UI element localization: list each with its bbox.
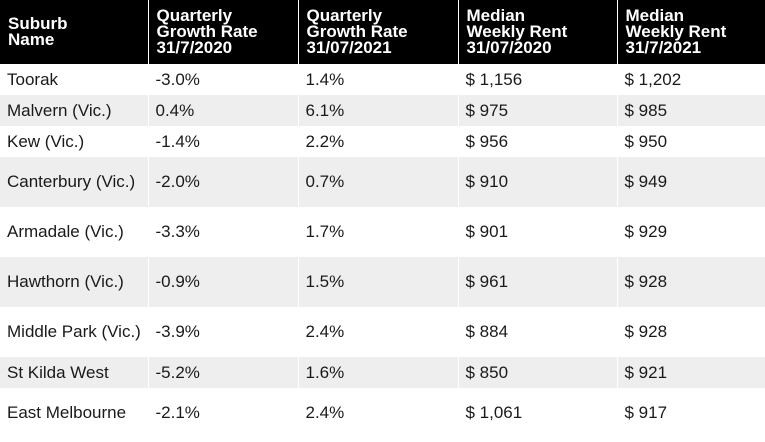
rent-2020-cell: $ 884: [457, 307, 617, 357]
growth-2021-cell: 1.4%: [297, 64, 458, 95]
growth-2020-cell: -3.0%: [147, 64, 298, 95]
table-row: Kew (Vic.) -1.4% 2.2% $ 956 $ 950: [0, 126, 765, 157]
table-row: Toorak -3.0% 1.4% $ 1,156 $ 1,202: [0, 64, 765, 95]
rent-2020-cell: $ 961: [457, 257, 617, 307]
suburb-name-cell: Armadale (Vic.): [7, 222, 124, 241]
table-body: Toorak -3.0% 1.4% $ 1,156 $ 1,202 Malver…: [0, 64, 765, 438]
rent-2020-cell: $ 1,156: [457, 64, 617, 95]
suburb-name-cell: East Melbourne: [7, 403, 127, 422]
growth-2020-cell: -1.4%: [147, 126, 298, 157]
rent-2021-cell: $ 985: [616, 95, 765, 126]
growth-2020-cell: -2.1%: [147, 388, 298, 438]
rent-2021-cell: $ 917: [616, 388, 765, 438]
growth-2021-cell: 2.4%: [297, 388, 458, 438]
growth-2020-cell: 0.4%: [147, 95, 298, 126]
table-row: East Melbourne -2.1% 2.4% $ 1,061 $ 917: [0, 388, 765, 438]
rent-2021-cell: $ 949: [616, 157, 765, 207]
suburb-name-cell: Kew (Vic.): [7, 131, 85, 151]
rent-2021-cell: $ 950: [616, 126, 765, 157]
growth-2021-cell: 2.2%: [297, 126, 458, 157]
rent-2020-cell: $ 901: [457, 207, 617, 257]
growth-2021-cell: 6.1%: [297, 95, 458, 126]
rent-2020-cell: $ 975: [457, 95, 617, 126]
growth-2020-cell: -2.0%: [147, 157, 298, 207]
rent-2021-cell: $ 928: [616, 307, 765, 357]
growth-2021-cell: 1.7%: [297, 207, 458, 257]
header-growth-2020: Quarterly Growth Rate 31/7/2020: [147, 0, 298, 64]
suburb-name-cell: St Kilda West: [7, 362, 109, 382]
rent-2020-cell: $ 1,061: [457, 388, 617, 438]
rent-2020-cell: $ 850: [457, 357, 617, 388]
suburb-name-cell: Malvern (Vic.): [7, 100, 112, 120]
table-row: Middle Park (Vic.) -3.9% 2.4% $ 884 $ 92…: [0, 307, 765, 357]
suburb-name-cell: Middle Park (Vic.): [7, 322, 141, 341]
growth-2020-cell: -3.3%: [147, 207, 298, 257]
growth-2020-cell: -3.9%: [147, 307, 298, 357]
table-row: St Kilda West -5.2% 1.6% $ 850 $ 921: [0, 357, 765, 388]
rent-2021-cell: $ 921: [616, 357, 765, 388]
growth-2021-cell: 1.6%: [297, 357, 458, 388]
rent-2020-cell: $ 956: [457, 126, 617, 157]
header-suburb-name: Suburb Name: [8, 14, 68, 49]
header-growth-2021: Quarterly Growth Rate 31/07/2021: [297, 0, 458, 64]
header-row: Suburb Name Quarterly Growth Rate 31/7/2…: [0, 0, 765, 64]
table-row: Hawthorn (Vic.) -0.9% 1.5% $ 961 $ 928: [0, 257, 765, 307]
table-row: Malvern (Vic.) 0.4% 6.1% $ 975 $ 985: [0, 95, 765, 126]
rent-2021-cell: $ 929: [616, 207, 765, 257]
header-rent-2021: Median Weekly Rent 31/7/2021: [616, 0, 765, 64]
table-row: Armadale (Vic.) -3.3% 1.7% $ 901 $ 929: [0, 207, 765, 257]
suburb-name-cell: Hawthorn (Vic.): [7, 272, 124, 291]
rent-2021-cell: $ 1,202: [616, 64, 765, 95]
table-header: Suburb Name Quarterly Growth Rate 31/7/2…: [0, 0, 765, 64]
rent-2021-cell: $ 928: [616, 257, 765, 307]
growth-2021-cell: 0.7%: [297, 157, 458, 207]
suburb-name-cell: Toorak: [7, 69, 59, 89]
table-row: Canterbury (Vic.) -2.0% 0.7% $ 910 $ 949: [0, 157, 765, 207]
growth-2021-cell: 2.4%: [297, 307, 458, 357]
suburb-name-cell: Canterbury (Vic.): [7, 172, 136, 191]
growth-2020-cell: -5.2%: [147, 357, 298, 388]
header-rent-2020: Median Weekly Rent 31/07/2020: [457, 0, 617, 64]
growth-2021-cell: 1.5%: [297, 257, 458, 307]
growth-2020-cell: -0.9%: [147, 257, 298, 307]
rent-2020-cell: $ 910: [457, 157, 617, 207]
